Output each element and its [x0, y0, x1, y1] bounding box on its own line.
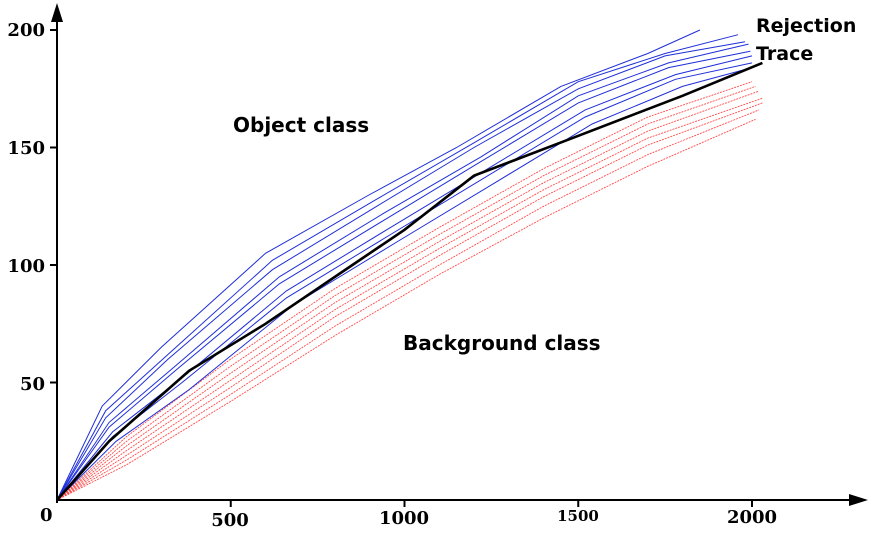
object-class-line-5	[56, 50, 751, 501]
y-tick-label-150: 150	[7, 138, 45, 159]
object-class-line-8	[56, 67, 753, 501]
object-class-label: Object class	[233, 113, 369, 137]
x-tick-label-2000: 2000	[727, 507, 777, 528]
object-class-line-4	[56, 43, 749, 501]
background-class-line-9	[56, 81, 753, 501]
y-tick-label-200: 200	[7, 20, 45, 41]
y-tick-label-100: 100	[7, 256, 45, 277]
background-class-line-12	[56, 97, 763, 501]
background-class-line-14	[56, 109, 760, 501]
rejection-trace-label-line2: Trace	[756, 43, 813, 65]
rejection-trace-line	[56, 61, 763, 501]
object-class-line-1	[56, 29, 701, 501]
plot-lines	[56, 29, 763, 501]
object-class-line-7	[56, 62, 753, 501]
y-tick-label-50: 50	[20, 374, 45, 395]
ticks	[50, 29, 753, 507]
origin-label: 0	[40, 505, 53, 526]
object-class-line-3	[56, 41, 746, 501]
background-class-line-15	[56, 118, 756, 501]
background-class-line-13	[56, 102, 763, 501]
rejection-trace-label-line1: Rejection	[756, 15, 856, 37]
y-axis-arrow	[51, 3, 63, 22]
background-class-line-11	[56, 90, 760, 501]
background-class-line-10	[56, 85, 756, 501]
x-tick-label-500: 500	[211, 510, 249, 531]
x-axis-arrow	[849, 494, 868, 506]
x-tick-label-1000: 1000	[379, 508, 429, 529]
object-class-line-6	[56, 55, 753, 501]
x-tick-label-1500: 1500	[557, 507, 599, 525]
object-class-line-2	[56, 34, 739, 501]
background-class-label: Background class	[403, 331, 601, 355]
